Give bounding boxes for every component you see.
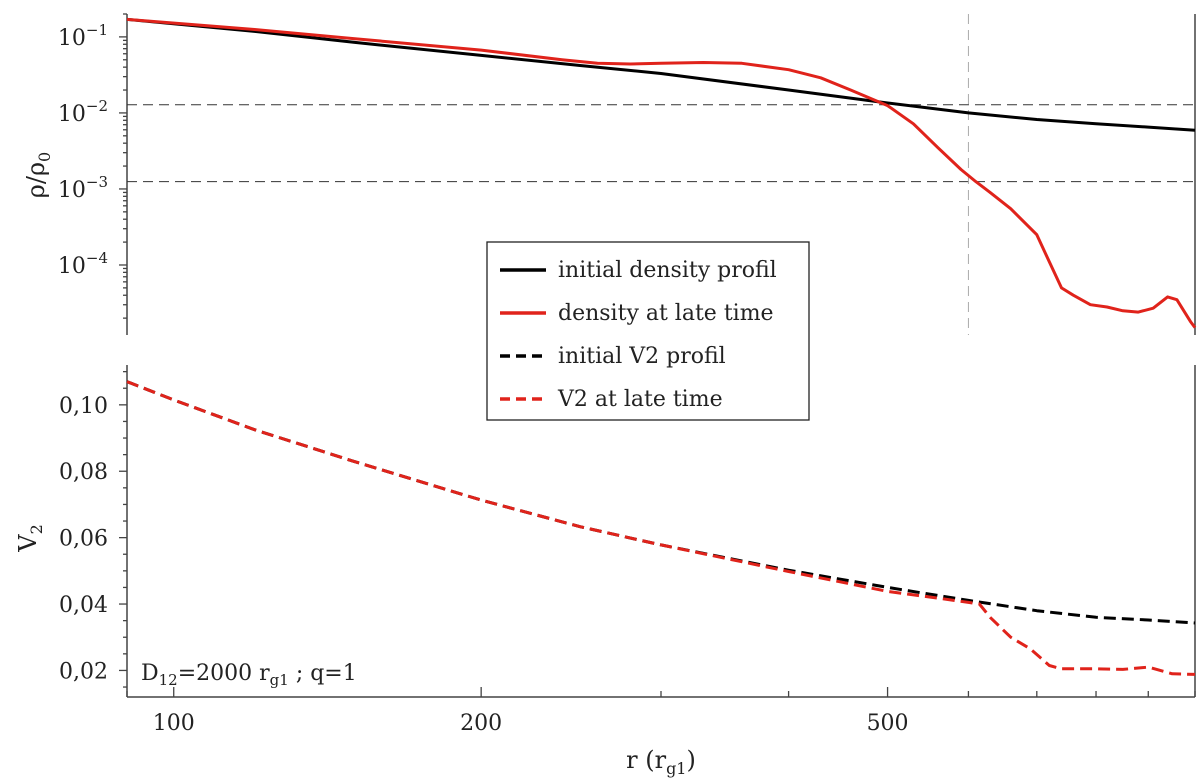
top-y-axis-title: ρ/ρ0 — [22, 152, 54, 199]
density-series-1 — [126, 17, 1197, 329]
parameters-annotation: D12=2000 rg1 ; q=1 — [141, 661, 357, 689]
top-ytick-label: 10−2 — [58, 97, 108, 127]
legend-label-2: initial V2 profil — [558, 344, 726, 369]
bottom-ytick-label: 0,08 — [59, 460, 108, 485]
x-axis-title: r (rg1) — [626, 746, 696, 778]
legend-label-3: V2 at late time — [557, 387, 723, 412]
top-ytick-label: 10−4 — [58, 249, 108, 279]
velocity-series-1 — [126, 380, 1196, 676]
xtick-label: 200 — [460, 711, 502, 736]
bottom-y-axis-title: V2 — [14, 524, 46, 553]
legend-label-1: density at late time — [558, 301, 774, 326]
density-panel: 10−1 10−2 10−3 10−4 ρ/ρ0 — [22, 13, 1197, 335]
bottom-ytick-label: 0,10 — [59, 394, 108, 419]
bottom-ytick-label: 0,02 — [59, 659, 108, 684]
top-ytick-label: 10−3 — [58, 173, 108, 203]
xtick-label: 500 — [867, 711, 909, 736]
density-series-0 — [126, 17, 1196, 132]
legend: initial density profil density at late ti… — [486, 241, 810, 421]
top-ytick-label: 10−1 — [58, 21, 108, 51]
bottom-ytick-label: 0,06 — [59, 527, 108, 552]
xtick-label: 100 — [153, 711, 195, 736]
legend-label-0: initial density profil — [558, 258, 777, 283]
velocity-panel: 0,10 0,08 0,06 0,04 0,02 100 200 500 V2 r (rg1… — [14, 365, 1196, 778]
bottom-ytick-label: 0,04 — [59, 593, 108, 618]
